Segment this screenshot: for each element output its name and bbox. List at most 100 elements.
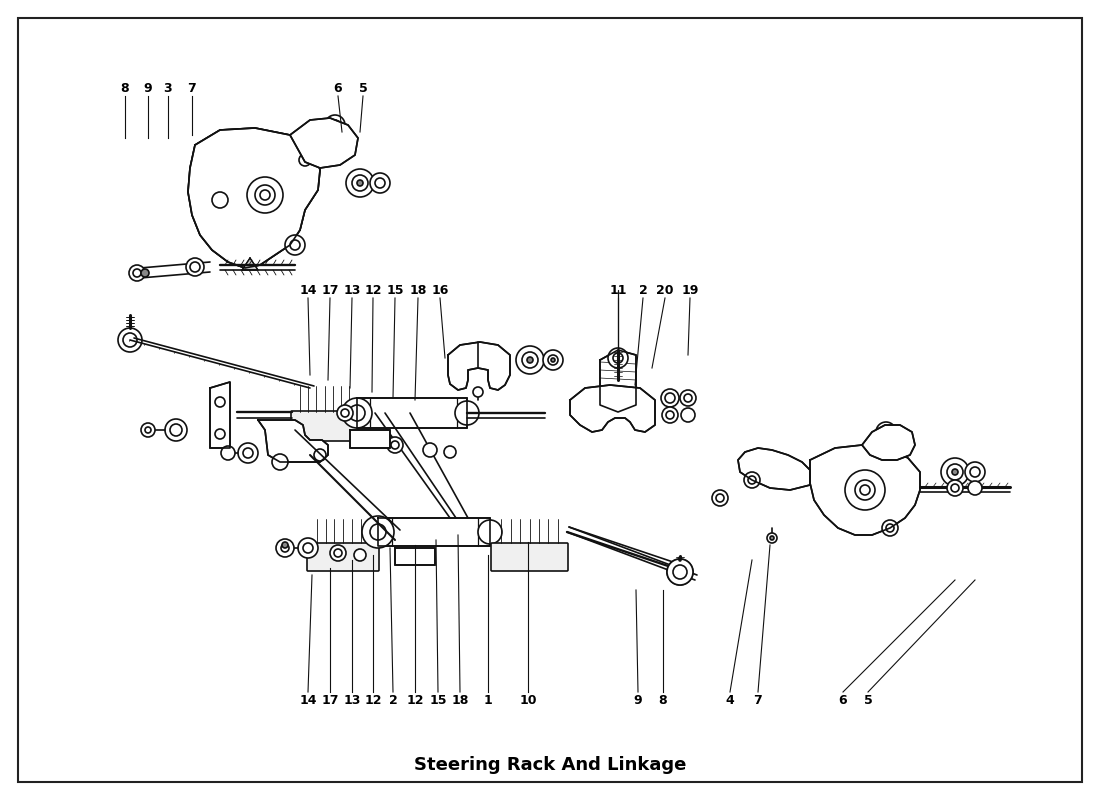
Circle shape <box>666 393 675 403</box>
Circle shape <box>123 333 138 347</box>
Text: 15: 15 <box>386 283 404 297</box>
Circle shape <box>424 443 437 457</box>
Text: 19: 19 <box>681 283 698 297</box>
FancyBboxPatch shape <box>292 411 358 441</box>
Circle shape <box>613 353 623 363</box>
Circle shape <box>186 258 204 276</box>
Polygon shape <box>358 398 468 428</box>
Circle shape <box>608 348 628 368</box>
Circle shape <box>118 328 142 352</box>
Polygon shape <box>448 342 510 390</box>
Circle shape <box>662 407 678 423</box>
Circle shape <box>358 180 363 186</box>
Circle shape <box>673 565 688 579</box>
Polygon shape <box>290 118 358 168</box>
Text: 2: 2 <box>639 283 648 297</box>
Text: 5: 5 <box>359 82 367 94</box>
Text: 5: 5 <box>864 694 872 706</box>
Circle shape <box>855 480 875 500</box>
Circle shape <box>334 549 342 557</box>
Circle shape <box>952 469 958 475</box>
Circle shape <box>280 544 289 552</box>
Circle shape <box>337 405 353 421</box>
Circle shape <box>767 533 777 543</box>
Circle shape <box>387 437 403 453</box>
Polygon shape <box>258 420 328 462</box>
Circle shape <box>285 235 305 255</box>
Text: 1: 1 <box>484 694 493 706</box>
Text: 8: 8 <box>659 694 668 706</box>
Text: 12: 12 <box>364 694 382 706</box>
Polygon shape <box>570 385 654 432</box>
Text: 6: 6 <box>838 694 847 706</box>
Circle shape <box>744 472 760 488</box>
Circle shape <box>145 427 151 433</box>
Circle shape <box>170 424 182 436</box>
Circle shape <box>444 446 456 458</box>
Circle shape <box>129 265 145 281</box>
Circle shape <box>362 516 394 548</box>
Circle shape <box>214 429 225 439</box>
Circle shape <box>375 178 385 188</box>
Text: 18: 18 <box>409 283 427 297</box>
Circle shape <box>349 405 365 421</box>
Text: 15: 15 <box>429 694 447 706</box>
Text: 3: 3 <box>164 82 173 94</box>
Text: 16: 16 <box>431 283 449 297</box>
Circle shape <box>141 423 155 437</box>
Polygon shape <box>738 448 810 490</box>
Circle shape <box>543 350 563 370</box>
Circle shape <box>881 427 891 437</box>
Polygon shape <box>188 128 320 268</box>
Circle shape <box>527 357 534 363</box>
Circle shape <box>260 190 270 200</box>
Polygon shape <box>862 425 915 460</box>
Polygon shape <box>242 258 258 270</box>
Text: 12: 12 <box>406 694 424 706</box>
Circle shape <box>478 520 502 544</box>
Circle shape <box>947 480 962 496</box>
Text: 17: 17 <box>321 283 339 297</box>
Circle shape <box>716 494 724 502</box>
Circle shape <box>667 559 693 585</box>
Text: 9: 9 <box>144 82 152 94</box>
Circle shape <box>947 464 962 480</box>
Circle shape <box>522 352 538 368</box>
Circle shape <box>390 441 399 449</box>
Circle shape <box>666 411 674 419</box>
Text: 18: 18 <box>451 694 469 706</box>
Circle shape <box>748 476 756 484</box>
Circle shape <box>141 269 149 277</box>
Text: 6: 6 <box>333 82 342 94</box>
Circle shape <box>551 358 556 362</box>
Text: 7: 7 <box>754 694 762 706</box>
Circle shape <box>712 490 728 506</box>
FancyBboxPatch shape <box>307 543 380 571</box>
Circle shape <box>410 551 420 561</box>
Circle shape <box>968 481 982 495</box>
Circle shape <box>299 154 311 166</box>
Text: 7: 7 <box>188 82 197 94</box>
Circle shape <box>548 355 558 365</box>
Circle shape <box>298 538 318 558</box>
Circle shape <box>165 419 187 441</box>
Text: 9: 9 <box>634 694 642 706</box>
Circle shape <box>342 398 372 428</box>
Polygon shape <box>350 430 390 448</box>
Circle shape <box>243 448 253 458</box>
Circle shape <box>346 169 374 197</box>
Circle shape <box>673 565 688 579</box>
Circle shape <box>965 462 985 482</box>
Circle shape <box>282 542 288 548</box>
Circle shape <box>681 408 695 422</box>
Circle shape <box>248 177 283 213</box>
Text: 8: 8 <box>121 82 130 94</box>
Circle shape <box>133 269 141 277</box>
Circle shape <box>272 454 288 470</box>
Circle shape <box>473 387 483 397</box>
Text: Steering Rack And Linkage: Steering Rack And Linkage <box>414 756 686 774</box>
Text: 10: 10 <box>519 694 537 706</box>
Circle shape <box>365 434 375 444</box>
Text: 20: 20 <box>657 283 673 297</box>
Polygon shape <box>600 350 636 412</box>
